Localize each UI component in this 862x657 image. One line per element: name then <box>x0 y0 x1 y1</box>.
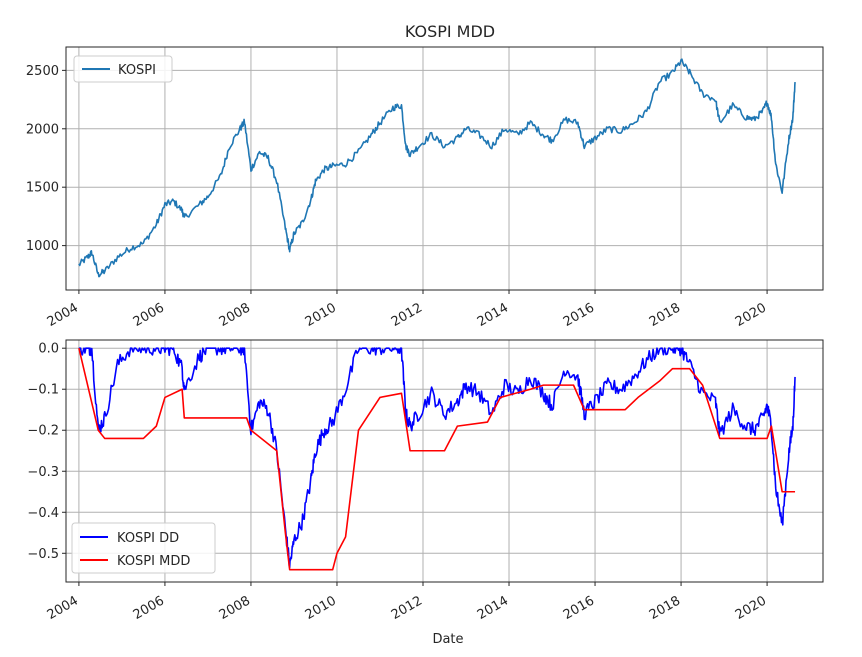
series-line-kospi-dd <box>78 347 796 569</box>
kospi-drawdown-series <box>78 347 796 571</box>
y-tick-label: −0.3 <box>27 465 59 480</box>
legend-label-kospi: KOSPI <box>118 63 156 78</box>
series-line-kospi-mdd <box>78 348 796 571</box>
y-tick-label: −0.4 <box>27 506 59 521</box>
y-tick-label: −0.1 <box>27 383 59 398</box>
kospi-price-series <box>78 58 796 278</box>
chart-title: KOSPI MDD <box>405 22 495 41</box>
kospi-price-legend[interactable]: KOSPI <box>73 55 173 83</box>
y-tick-label: 2500 <box>26 64 59 79</box>
y-tick-label: 2000 <box>26 122 59 137</box>
legend-box <box>73 55 173 83</box>
y-tick-label: 1000 <box>26 239 59 254</box>
y-tick-label: −0.5 <box>27 547 59 562</box>
y-tick-label: 0.0 <box>38 342 59 357</box>
series-line-kospi <box>78 58 796 278</box>
x-axis-label: Date <box>432 632 463 647</box>
kospi-drawdown-grid <box>66 340 823 582</box>
kospi-drawdown-legend[interactable]: KOSPI DD KOSPI MDD <box>71 522 216 574</box>
y-tick-label: −0.2 <box>27 424 59 439</box>
kospi-drawdown-axes-frame <box>65 339 824 583</box>
legend-label-kospi-dd: KOSPI DD <box>117 531 179 546</box>
kospi-price-grid <box>66 47 823 290</box>
kospi-price-axes-frame <box>65 46 824 291</box>
legend-label-kospi-mdd: KOSPI MDD <box>117 554 190 569</box>
y-tick-label: 1500 <box>26 181 59 196</box>
